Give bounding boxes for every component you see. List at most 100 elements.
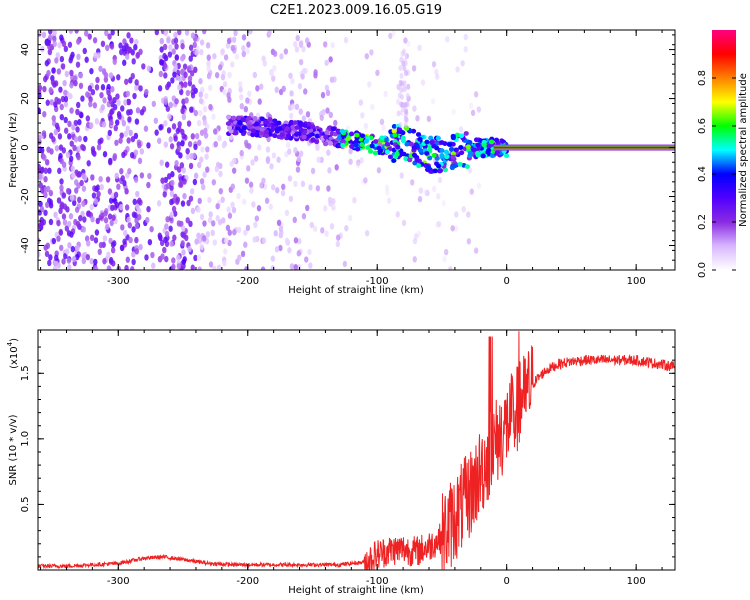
spectrogram-cell [470, 109, 476, 117]
spectrogram-cell [93, 198, 99, 205]
spectrogram-cell [127, 221, 132, 229]
spectrogram-cell [355, 146, 361, 152]
spectrogram-cell [399, 72, 404, 79]
spectrogram-cell [55, 52, 60, 59]
spectrogram-cell [50, 79, 56, 86]
spectrogram-cell [96, 190, 101, 198]
spectrogram-cell [239, 103, 244, 110]
spectrogram-cell [63, 116, 68, 124]
spectrogram-cell [401, 48, 406, 55]
spectrogram-cell [118, 137, 123, 144]
spectrogram-cell [310, 124, 316, 130]
spectrogram-cell [133, 132, 139, 140]
spectrogram-cell [156, 200, 162, 207]
spectrogram-cell [493, 137, 500, 143]
spectrogram-cell [162, 62, 168, 70]
spectrogram-cell [184, 30, 190, 36]
spectrogram-cell [72, 144, 77, 152]
spectrogram-cell [313, 69, 318, 76]
spectrogram-cell [69, 194, 75, 201]
spectrogram-cell [202, 30, 207, 35]
spectrogram-cell [147, 172, 152, 180]
spectrogram-cell [163, 72, 168, 79]
spectrogram-cell [145, 216, 150, 224]
spectrogram-cell [189, 70, 195, 77]
spectrogram-cell [354, 138, 360, 144]
spectrogram-cell [236, 226, 242, 234]
spectrogram-cell [99, 91, 104, 99]
spectrogram-cell [383, 90, 388, 98]
spectrogram-cell [283, 48, 289, 55]
spectrogram-cell [46, 69, 51, 77]
spectrogram-cell [403, 115, 408, 122]
spectrogram-cell [424, 150, 430, 156]
spectrogram-cell [426, 165, 432, 171]
spectrogram-cell [467, 167, 473, 174]
spectrogram-cell [138, 48, 143, 56]
spectrogram-cell [106, 265, 112, 270]
spectrogram-cell [431, 61, 437, 68]
spectrogram-cell [360, 178, 366, 186]
spectrogram-cell [38, 200, 43, 208]
spectrogram-cell [431, 152, 437, 158]
spectrogram-cell [108, 159, 113, 166]
spectrogram-cell [263, 133, 270, 139]
spectrogram-cell [292, 41, 298, 48]
spectrogram-cell [213, 128, 218, 135]
spectrogram-cell [89, 234, 95, 242]
spectrogram-cell [181, 167, 186, 174]
spectrogram-cell [365, 145, 371, 150]
spectrogram-cell [328, 111, 334, 119]
spectrogram-cell [441, 200, 446, 207]
spectrogram-cell [279, 53, 284, 60]
spectrogram-cell [133, 149, 139, 156]
spectrogram-cell [128, 129, 133, 137]
spectrogram-cell [230, 44, 235, 52]
spectrogram-cell [169, 211, 174, 218]
spectrogram-cell [122, 59, 127, 66]
spectrogram-cell [172, 234, 177, 241]
spectrogram-cell [246, 41, 251, 48]
spectrogram-cell [43, 244, 48, 251]
spectrogram-cell [210, 229, 215, 237]
spectrogram-cell [166, 127, 172, 134]
spectrogram-cell [458, 126, 464, 133]
spectrogram-cell [388, 32, 393, 40]
colorbar-tick-label: 0.2 [697, 214, 708, 230]
spectrogram-cell [94, 185, 99, 193]
spectrogram-cell [118, 203, 124, 211]
spectrogram-cell [174, 54, 180, 61]
spectrogram-cell [174, 160, 179, 167]
spectrogram-cell [443, 149, 449, 155]
spectrogram-cell [196, 206, 201, 213]
spectrogram-cell [44, 39, 50, 47]
spectrogram-cell [150, 251, 155, 259]
spectrogram-cell [458, 133, 465, 139]
spectrogram-cell [102, 258, 107, 265]
spectrogram-cell [133, 44, 138, 51]
spectrogram-cell [417, 44, 422, 52]
spectrogram-cell [100, 104, 105, 111]
spectrogram-cell [276, 120, 282, 126]
spectrogram-cell [180, 140, 185, 147]
spectrogram-cell [174, 98, 179, 105]
spectrogram-cell [75, 126, 80, 133]
spectrogram-cell [326, 125, 333, 131]
spectrogram-cell [63, 127, 69, 134]
spectrogram-cell [392, 132, 398, 138]
spectrogram-cell [391, 158, 397, 163]
spectrogram-cell [68, 30, 74, 34]
spectrogram-cell [359, 157, 364, 164]
spectrogram-cell [57, 133, 63, 140]
spectrogram-cell [58, 152, 63, 160]
spectrogram-cell [242, 198, 247, 205]
spectrogram-cell [237, 254, 242, 261]
spectrogram-cell [75, 108, 80, 116]
colorbar-ticks: 0.0 0.2 0.4 0.6 0.8 [697, 70, 736, 278]
spectrogram-cell [248, 181, 254, 188]
spectrogram-cell [309, 221, 315, 229]
spectrogram-cell [42, 154, 47, 161]
spectrogram-cell [187, 75, 193, 82]
spectrogram-cell [122, 238, 127, 245]
spectrogram-cell [328, 56, 333, 63]
